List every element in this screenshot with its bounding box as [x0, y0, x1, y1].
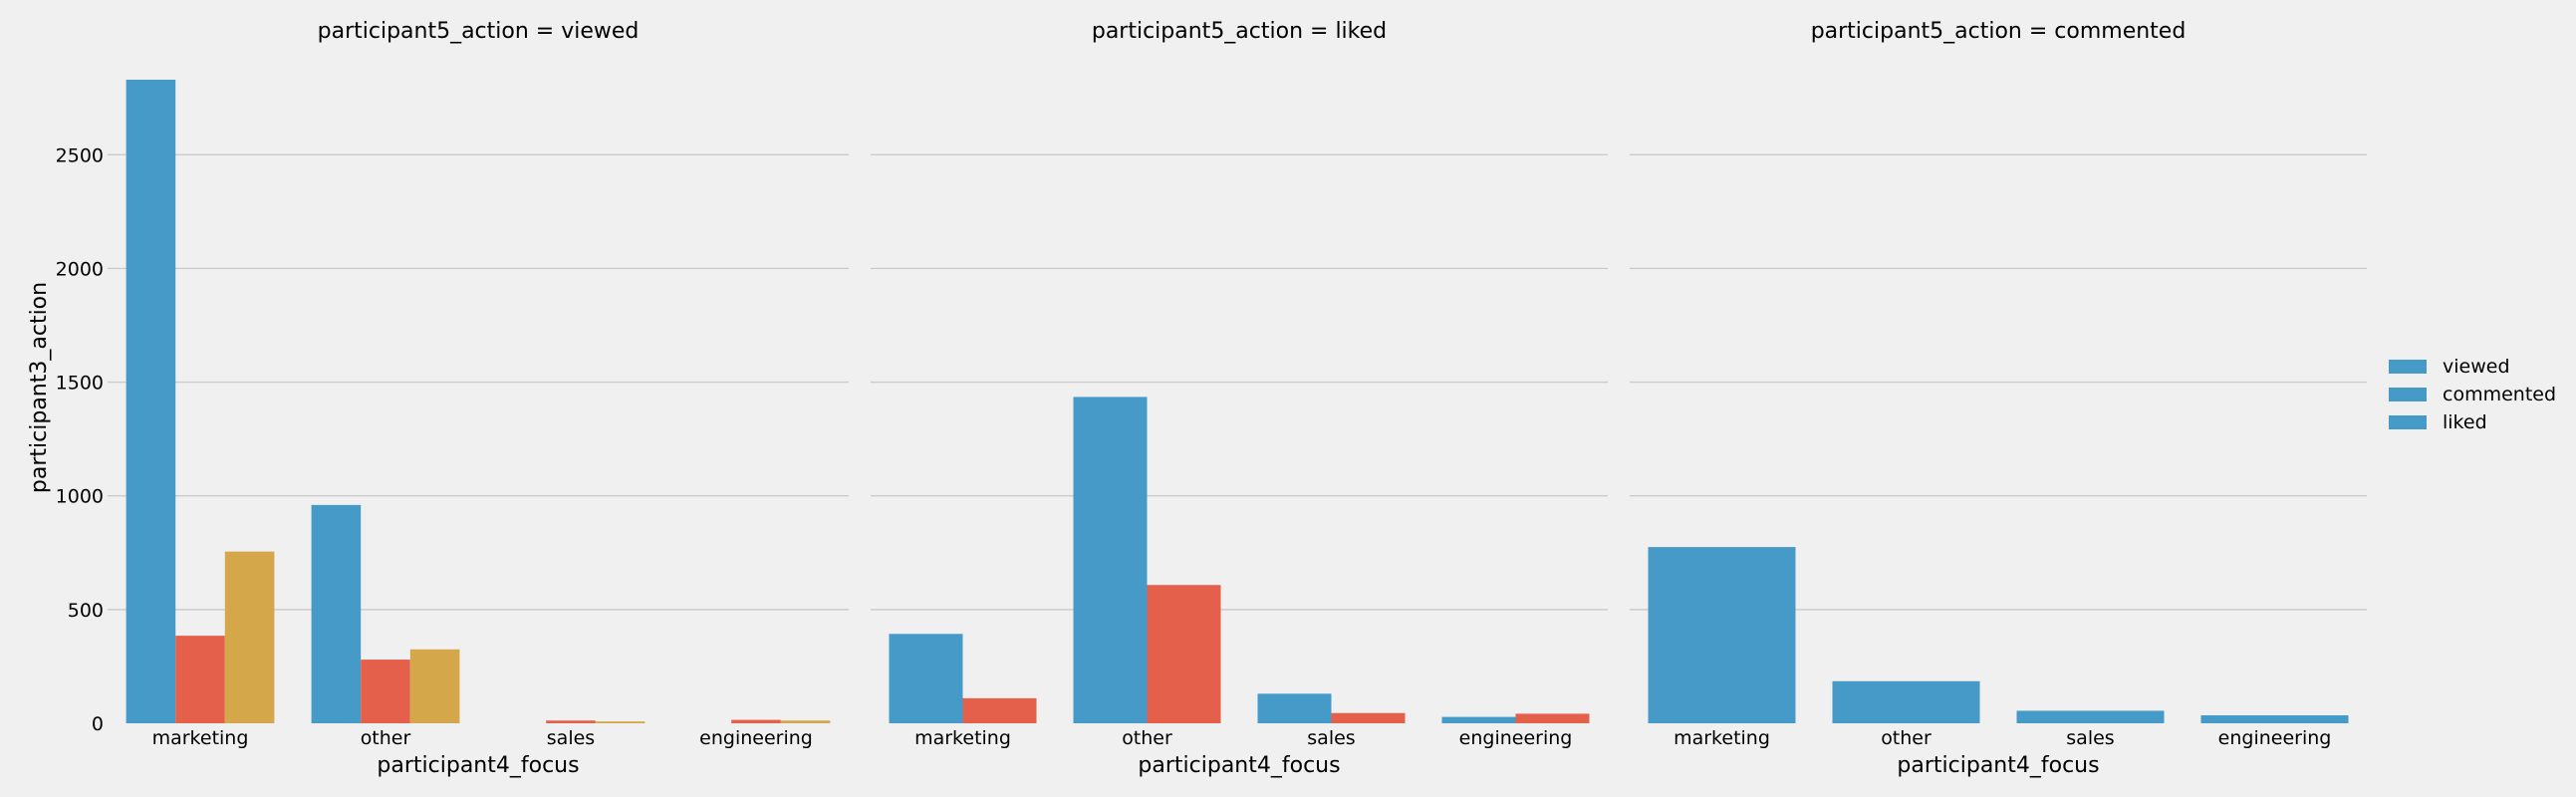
- facet-title: participant5_action = viewed: [318, 19, 640, 44]
- x-tick-label: engineering: [2218, 727, 2332, 749]
- facet-title: participant5_action = commented: [1811, 19, 2187, 44]
- legend-swatch: [2389, 415, 2427, 429]
- x-tick-label: engineering: [699, 727, 813, 749]
- bar-sales-series-2: [546, 720, 596, 723]
- x-tick-label: marketing: [1674, 727, 1770, 749]
- facet-panels: participant5_action = viewed 0 500 1000 1500…: [56, 19, 2367, 778]
- x-tick-label: engineering: [1459, 727, 1573, 749]
- y-tick-label: 1000: [56, 486, 104, 508]
- x-tick-label: marketing: [914, 727, 1011, 749]
- bar-marketing-series-1: [1648, 547, 1796, 723]
- facet-panel-3: participant5_action = commented marketing…: [1630, 19, 2367, 778]
- facet-title: participant5_action = liked: [1092, 19, 1387, 44]
- y-axis-label: participant3_action: [27, 282, 52, 493]
- facet-panel-2: participant5_action = liked marketing othe…: [871, 19, 1608, 778]
- legend-swatch: [2389, 360, 2427, 374]
- x-tick-label: sales: [1307, 727, 1355, 749]
- bar-other-series-2: [1147, 585, 1221, 723]
- legend-label: commented: [2443, 384, 2556, 405]
- bar-engineering-series-2: [731, 719, 781, 723]
- bar-other-series-3: [409, 649, 460, 723]
- x-axis-label: participant4_focus: [1897, 753, 2099, 778]
- bar-marketing-series-2: [175, 636, 225, 723]
- legend-label: liked: [2443, 411, 2487, 433]
- y-tick-label: 2500: [56, 144, 104, 166]
- x-axis-label: participant4_focus: [1138, 753, 1340, 778]
- y-tick-label: 0: [92, 713, 104, 735]
- bar-other-series-1: [1073, 397, 1148, 723]
- bar-engineering-series-1: [2200, 715, 2349, 723]
- bar-other-series-1: [1832, 680, 1980, 723]
- bar-other-series-2: [361, 660, 410, 723]
- bar-other-series-1: [311, 504, 362, 723]
- y-tick-label: 1500: [56, 373, 104, 395]
- bar-engineering-series-1: [1441, 716, 1516, 723]
- bar-engineering-series-3: [780, 720, 831, 723]
- x-tick-label: other: [1122, 727, 1172, 749]
- bar-marketing-series-1: [889, 634, 963, 723]
- x-tick-label: sales: [2066, 727, 2114, 749]
- bar-marketing-series-1: [126, 80, 176, 723]
- x-axis-label: participant4_focus: [377, 753, 579, 778]
- facet-panel-1: participant5_action = viewed 0 500 1000 1500…: [56, 19, 849, 778]
- bar-marketing-series-3: [224, 551, 275, 723]
- x-tick-label: sales: [547, 727, 595, 749]
- bar-sales-series-3: [595, 721, 645, 723]
- bar-sales-series-1: [2016, 710, 2165, 723]
- bar-sales-series-1: [1257, 693, 1332, 723]
- x-tick-label: marketing: [152, 727, 249, 749]
- bar-sales-series-2: [1331, 712, 1406, 723]
- legend-label: viewed: [2443, 356, 2510, 378]
- y-tick-label: 2000: [56, 258, 104, 280]
- legend-swatch: [2389, 388, 2427, 401]
- y-tick-label: 500: [68, 600, 104, 622]
- bar-engineering-series-2: [1515, 713, 1590, 723]
- legend: viewed commented liked: [2389, 356, 2556, 433]
- bar-marketing-series-2: [962, 697, 1037, 723]
- x-tick-label: other: [1881, 727, 1932, 749]
- x-tick-label: other: [361, 727, 411, 749]
